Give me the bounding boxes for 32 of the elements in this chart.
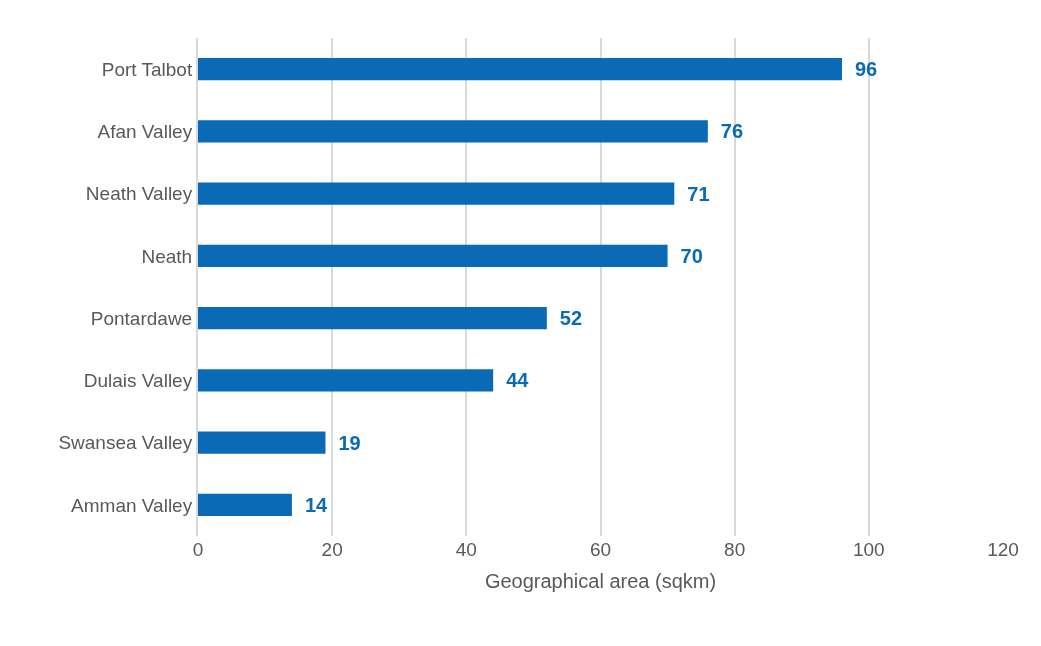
x-tick-label: 80 <box>724 539 746 560</box>
y-tick-label: Swansea Valley <box>58 432 193 454</box>
x-tick-label: 120 <box>987 539 1019 560</box>
y-tick-label: Amman Valley <box>71 494 193 516</box>
bar <box>198 306 547 330</box>
data-label: 71 <box>677 182 710 205</box>
data-label: 76 <box>710 120 744 143</box>
x-tick-label: 60 <box>589 539 612 560</box>
bar <box>198 120 708 143</box>
data-label: 96 <box>845 58 878 81</box>
data-label: 44 <box>496 369 530 392</box>
bar <box>198 57 842 81</box>
bar <box>198 493 292 517</box>
bar <box>198 369 494 392</box>
bar <box>198 182 675 205</box>
y-tick-label: Dulais Valley <box>83 370 193 392</box>
x-tick-label: 20 <box>321 539 343 560</box>
x-tick-label: 0 <box>192 539 204 560</box>
y-tick-label: Pontardawe <box>90 307 193 329</box>
x-axis-title: Geographical area (sqkm) <box>484 569 717 592</box>
x-tick-label: 100 <box>852 539 885 560</box>
data-label: 52 <box>549 307 583 330</box>
data-label: 14 <box>294 493 329 516</box>
y-tick-label: Neath <box>141 245 193 267</box>
data-label: 19 <box>328 431 361 454</box>
bar <box>198 431 326 454</box>
x-tick-label: 40 <box>455 539 477 560</box>
y-tick-label: Afan Valley <box>97 121 193 143</box>
y-tick-label: Port Talbot <box>101 58 193 80</box>
y-tick-label: Neath Valley <box>85 183 193 205</box>
bar <box>198 244 668 268</box>
data-label: 70 <box>670 244 703 267</box>
